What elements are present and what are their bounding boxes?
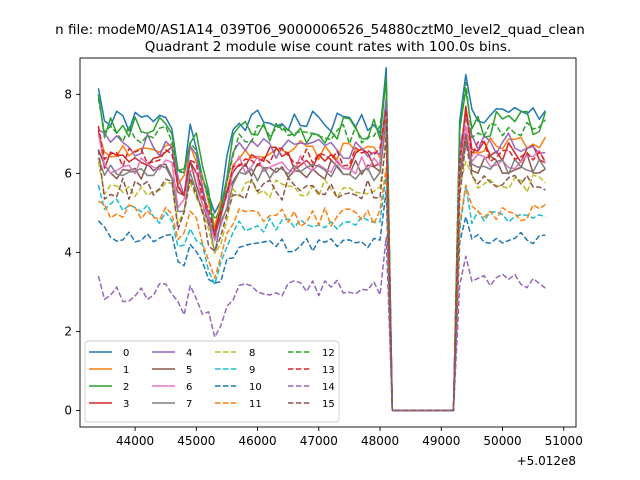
x-axis: 44000 45000 46000 47000 48000 49000 50000 51000: [116, 427, 583, 448]
series-line-9: [97, 173, 546, 412]
x-offset-label: +5.012e8: [517, 454, 576, 468]
legend-label-6: 6: [186, 382, 192, 393]
legend-label-15: 15: [322, 399, 335, 410]
legend-frame: [84, 340, 340, 423]
x-tick-label: 47000: [300, 434, 338, 448]
series-line-11: [98, 166, 546, 412]
legend-label-11: 11: [249, 399, 262, 410]
legend-label-14: 14: [322, 382, 335, 393]
legend-label-12: 12: [322, 348, 335, 359]
series-line-12: [97, 80, 546, 412]
series-line-14: [97, 236, 546, 412]
legend-label-3: 3: [123, 399, 129, 410]
legend-label-13: 13: [322, 365, 335, 376]
legend-label-7: 7: [186, 399, 192, 410]
figure-suptitle: n file: modeM0/AS1A14_039T06_9000006526_…: [55, 22, 585, 38]
legend-label-2: 2: [123, 382, 129, 393]
x-tick-label: 49000: [422, 434, 460, 448]
plot-frame: [79, 57, 577, 428]
legend-label-0: 0: [123, 348, 129, 359]
series-line-6: [97, 115, 547, 412]
chart-title: Quadrant 2 module wise count rates with …: [145, 39, 511, 55]
x-tick-label: 50000: [483, 434, 521, 448]
x-tick-label: 48000: [361, 434, 399, 448]
series-line-13: [97, 109, 547, 412]
y-tick-label: 2: [64, 324, 72, 338]
x-tick-label: 44000: [116, 434, 154, 448]
y-tick-label: 0: [64, 403, 72, 417]
legend-label-1: 1: [123, 365, 129, 376]
x-tick-label: 45000: [177, 434, 215, 448]
y-tick-label: 6: [64, 166, 72, 180]
series-line-15: [97, 134, 546, 412]
x-tick-label: 51000: [545, 434, 583, 448]
y-tick-label: 8: [64, 87, 72, 101]
y-axis: 0 2 4 6 8: [64, 87, 80, 417]
legend-label-9: 9: [249, 365, 255, 376]
x-tick-label: 46000: [238, 434, 276, 448]
legend-label-10: 10: [249, 382, 262, 393]
series-line-5: [97, 114, 546, 412]
legend-label-5: 5: [186, 365, 192, 376]
series-line-10: [97, 189, 546, 412]
plot-series-group: [97, 67, 547, 412]
y-tick-label: 4: [64, 245, 72, 259]
legend-label-4: 4: [186, 348, 192, 359]
legend-label-8: 8: [249, 348, 255, 359]
